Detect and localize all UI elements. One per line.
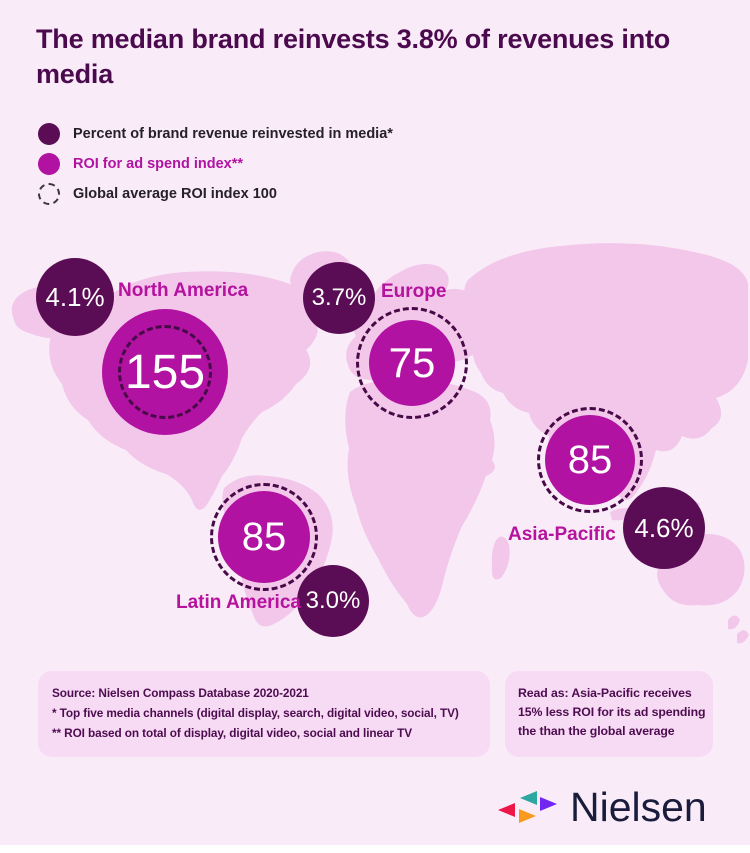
logo-triangle-purple-icon [540, 796, 557, 811]
roi-value: 155 [124, 345, 206, 399]
pct-bubble-north-america: 4.1% [36, 258, 114, 336]
bottom-margin-strip [0, 845, 750, 853]
roi-bubble-north-america: 155 [102, 309, 228, 435]
legend-label: Percent of brand revenue reinvested in m… [73, 125, 393, 142]
global-average-ring-icon [210, 483, 318, 591]
read-as-line: 15% less ROI for its ad spending [518, 705, 706, 720]
read-as-note-box: Read as: Asia-Pacific receives 15% less … [505, 671, 713, 757]
page-title: The median brand reinvests 3.8% of reven… [36, 24, 671, 90]
global-average-ring-icon [537, 407, 643, 513]
source-line: Source: Nielsen Compass Database 2020-20… [52, 686, 309, 700]
logo-triangle-orange-icon [519, 808, 536, 823]
logo-triangle-red-icon [498, 802, 515, 817]
dashed-circle-icon [38, 182, 60, 205]
legend-item-revenue-pct: Percent of brand revenue reinvested in m… [38, 122, 393, 145]
magenta-circle-icon [38, 152, 60, 175]
roi-bubble-latin-america: 85 [210, 483, 318, 591]
legend: Percent of brand revenue reinvested in m… [38, 122, 393, 205]
global-average-ring-icon [356, 307, 468, 419]
roi-value: 75 [388, 339, 436, 386]
legend-label: ROI for ad spend index** [73, 155, 243, 172]
roi-value: 85 [241, 514, 287, 559]
nielsen-logo-mark-icon [498, 788, 560, 828]
legend-item-global-average: Global average ROI index 100 [38, 182, 393, 205]
logo-triangle-teal-icon [520, 790, 537, 805]
footnote-line: ** ROI based on total of display, digita… [52, 725, 412, 740]
pct-bubble-asia-pacific: 4.6% [623, 487, 705, 569]
footnote-line: * Top five media channels (digital displ… [52, 705, 459, 720]
pct-bubble-latin-america: 3.0% [297, 565, 369, 637]
roi-bubble-asia-pacific: 85 [537, 407, 643, 513]
dark-circle-icon [38, 122, 60, 145]
read-as-line: Read as: Asia-Pacific receives [518, 686, 692, 700]
pct-bubble-europe: 3.7% [303, 262, 375, 334]
read-as-line: the than the global average [518, 724, 675, 739]
nielsen-wordmark: Nielsen [570, 784, 707, 830]
roi-bubble-europe: 75 [356, 307, 468, 419]
roi-value: 85 [567, 437, 613, 482]
legend-item-roi-index: ROI for ad spend index** [38, 152, 393, 175]
legend-label: Global average ROI index 100 [73, 185, 277, 202]
region-label-north-america: North America [118, 280, 249, 301]
region-label-latin-america: Latin America [176, 592, 301, 613]
global-average-ring-icon [118, 325, 212, 419]
region-label-asia-pacific: Asia-Pacific [508, 524, 616, 545]
region-label-europe: Europe [381, 281, 447, 302]
nielsen-logo: Nielsen [498, 784, 707, 831]
source-footnote-box: Source: Nielsen Compass Database 2020-20… [38, 671, 490, 757]
